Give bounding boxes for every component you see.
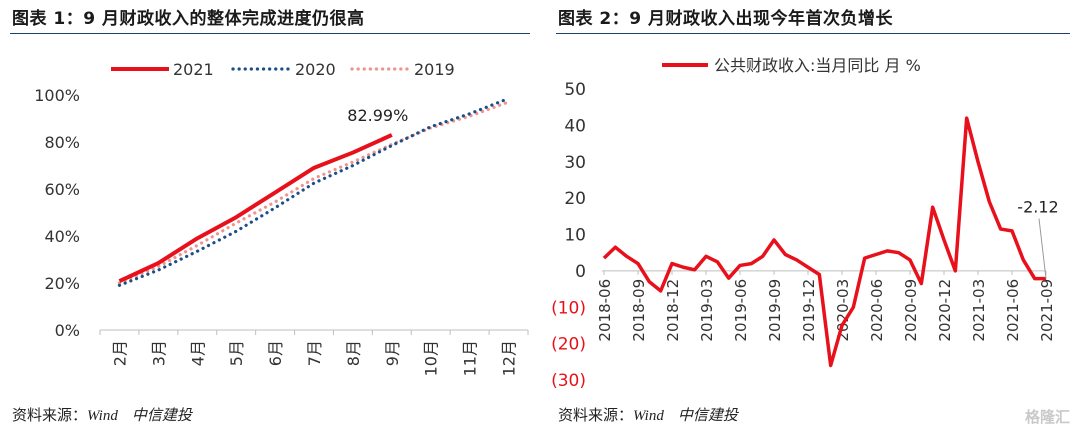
right-chart: (30) (20) (10) 0 10 20 30 40 50 2018-06 2018-09 201… xyxy=(551,56,1059,391)
y-tick-label: (10) xyxy=(551,298,586,318)
x-tick-label: 10月 xyxy=(422,340,441,376)
annotation-leader xyxy=(1038,218,1047,279)
legend-label: 公共财政收入:当月同比 月 % xyxy=(714,56,921,75)
y-tick-label: (20) xyxy=(551,335,586,355)
left-source-org: 中信建投 xyxy=(131,406,192,424)
y-tick-label: 10 xyxy=(564,226,586,246)
x-tick-label: 6月 xyxy=(266,340,285,366)
y-tick-label: 80% xyxy=(44,133,80,152)
y-tick-label: (30) xyxy=(551,371,586,391)
x-tick-label: 12月 xyxy=(500,340,519,376)
x-tick-label: 2020-12 xyxy=(936,279,954,342)
y-tick-label: 40 xyxy=(564,116,586,136)
series-line-2020 xyxy=(117,96,511,287)
x-tick-label: 2021-03 xyxy=(970,279,988,342)
x-tick-label: 2019-12 xyxy=(800,279,818,342)
x-tick-label: 7月 xyxy=(305,340,324,366)
x-tick-label: 9月 xyxy=(383,340,402,366)
y-tick-label: 40% xyxy=(44,227,80,246)
right-title-rule xyxy=(556,33,1070,34)
y-tick-label: 100% xyxy=(34,86,80,105)
x-tick-label: 2020-06 xyxy=(868,279,886,342)
x-tick-label: 2019-06 xyxy=(732,279,750,342)
left-title-rule xyxy=(10,33,530,34)
left-source: 资料来源：Wind 中信建投 xyxy=(12,404,192,425)
y-tick-label: 30 xyxy=(564,153,586,173)
x-tick-label: 5月 xyxy=(227,340,246,366)
x-tick-label: 2018-12 xyxy=(664,279,682,342)
legend-label: 2019 xyxy=(414,60,455,79)
x-tick-label: 4月 xyxy=(188,340,207,366)
watermark-logo: 格隆汇 xyxy=(1025,406,1070,427)
right-panel: 图表 2：9 月财政收入出现今年首次负增长 (30) (20) (10) 0 10 20 3… xyxy=(546,0,1080,439)
left-panel: 图表 1：9 月财政收入的整体完成进度仍很高 0% 20% 40% 60% 80% 100… xyxy=(10,9,530,425)
x-tick-label: 3月 xyxy=(149,340,168,366)
series-line-revenue-yoy xyxy=(602,116,1046,368)
left-chart: 0% 20% 40% 60% 80% 100% 2月 3月 4月 5月 6月 7月 8月 9月 10月 11月… xyxy=(34,60,529,376)
left-source-prefix: 资料来源： xyxy=(12,406,88,424)
x-tick-label: 2021-06 xyxy=(1004,279,1022,342)
left-chart-title: 图表 1：9 月财政收入的整体完成进度仍很高 xyxy=(12,9,365,29)
x-tick-label: 11月 xyxy=(461,340,480,376)
series-line-2021 xyxy=(118,133,393,283)
x-tick-label: 2月 xyxy=(110,340,129,366)
x-tick-label: 2020-03 xyxy=(834,279,852,342)
y-tick-label: 50 xyxy=(564,80,586,100)
x-tick-label: 2018-06 xyxy=(596,279,614,342)
right-chart-title: 图表 2：9 月财政收入出现今年首次负增长 xyxy=(558,9,893,29)
series-line-2019 xyxy=(117,100,511,285)
annotation-label: 82.99% xyxy=(347,106,408,125)
x-tick-label: 2019-09 xyxy=(766,279,784,342)
right-source-name: Wind xyxy=(633,408,664,424)
annotation-label: -2.12 xyxy=(1017,198,1058,217)
y-tick-label: 60% xyxy=(44,180,80,199)
left-source-name: Wind xyxy=(87,408,118,424)
x-tick-label: 8月 xyxy=(344,340,363,366)
y-tick-label: 20% xyxy=(44,274,80,293)
watermark-text: 格隆汇 xyxy=(1024,408,1070,426)
y-tick-label: 20 xyxy=(564,189,586,209)
x-tick-label: 2019-03 xyxy=(698,279,716,342)
y-tick-label: 0% xyxy=(55,321,80,340)
x-tick-label: 2020-09 xyxy=(902,279,920,342)
legend-label: 2020 xyxy=(295,60,336,79)
right-source: 资料来源：Wind 中信建投 xyxy=(558,404,738,425)
right-source-prefix: 资料来源： xyxy=(558,406,634,424)
legend-label: 2021 xyxy=(173,60,214,79)
x-tick-label: 2018-09 xyxy=(630,279,648,342)
y-tick-label: 0 xyxy=(575,262,586,282)
right-source-org: 中信建投 xyxy=(677,406,738,424)
x-tick-label: 2021-09 xyxy=(1038,279,1056,342)
